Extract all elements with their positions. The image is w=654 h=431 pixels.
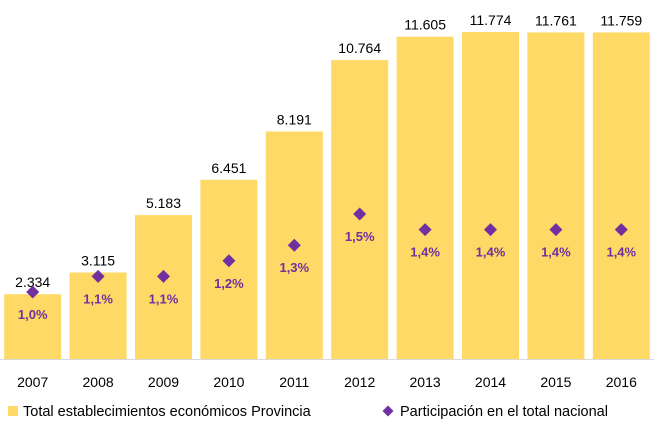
participation-marker-2012 xyxy=(353,207,367,221)
x-tick-2010: 2010 xyxy=(213,374,244,390)
x-tick-2015: 2015 xyxy=(540,374,571,390)
x-tick-2008: 2008 xyxy=(83,374,114,390)
bar-value-label-2016: 11.759 xyxy=(600,12,642,28)
x-tick-2007: 2007 xyxy=(17,374,48,390)
participation-label-2009: 1,1% xyxy=(149,291,179,306)
bar-2007 xyxy=(4,294,62,359)
participation-marker-2008 xyxy=(91,269,105,283)
x-tick-2009: 2009 xyxy=(148,374,179,390)
bar-2016 xyxy=(592,32,650,360)
participation-marker-2013 xyxy=(418,223,432,237)
bar-2009 xyxy=(135,215,192,359)
participation-marker-2007 xyxy=(26,285,40,299)
bar-2015 xyxy=(527,32,585,360)
bar-value-label-2013: 11.605 xyxy=(404,17,446,33)
x-tick-2013: 2013 xyxy=(410,374,441,390)
bar-2014 xyxy=(462,32,519,359)
bar-2013 xyxy=(396,36,454,359)
bar-value-label-2014: 11.774 xyxy=(470,12,512,28)
participation-marker-2009 xyxy=(157,269,170,283)
legend: Total establecimientos económicos Provin… xyxy=(8,404,608,420)
x-tick-2016: 2016 xyxy=(606,374,637,390)
legend-swatch-participacion xyxy=(382,405,394,417)
legend-label-establecimientos: Total establecimientos económicos Provin… xyxy=(23,404,312,420)
participation-label-2010: 1,2% xyxy=(214,276,244,291)
participation-marker-2011 xyxy=(287,238,301,252)
participation-label-2012: 1,5% xyxy=(345,229,375,244)
participation-label-2016: 1,4% xyxy=(606,245,636,260)
bar-value-label-2007: 2.334 xyxy=(15,274,50,290)
x-tick-2012: 2012 xyxy=(344,374,375,390)
participation-marker-2014 xyxy=(484,223,497,237)
bar-value-label-2015: 11.761 xyxy=(535,12,577,28)
bar-value-label-2009: 5.183 xyxy=(146,195,181,211)
bar-value-label-2008: 3.115 xyxy=(81,253,115,269)
participation-marker-2016 xyxy=(614,223,628,237)
x-tick-2011: 2011 xyxy=(279,374,309,390)
legend-label-participacion: Participación en el total nacional xyxy=(400,404,608,420)
participation-label-2011: 1,3% xyxy=(279,260,309,275)
bar-value-label-2011: 8.191 xyxy=(277,112,312,128)
participation-marker-2010 xyxy=(222,254,236,268)
bar-value-label-2010: 6.451 xyxy=(211,160,246,176)
participation-label-2015: 1,4% xyxy=(541,245,571,260)
x-tick-labels: 2007 2008 2009 2010 2011 2012 2013 2014 2015 2016 xyxy=(17,374,637,390)
bars-layer: 2.334 3.115 5.183 6.451 8.191 10.764 11.605 11.… xyxy=(4,12,650,360)
participation-label-2008: 1,1% xyxy=(83,291,113,306)
participation-label-2014: 1,4% xyxy=(476,245,506,260)
bar-value-label-2012: 10.764 xyxy=(338,40,381,56)
bar-2008 xyxy=(69,272,127,359)
participation-label-2013: 1,4% xyxy=(410,245,440,260)
bar-2010 xyxy=(200,179,258,359)
participation-markers: 1,0% 1,1% 1,1% 1,2% 1,3% 1,5% 1,4% 1,4% 1,4% 1,4% xyxy=(18,207,637,322)
legend-swatch-establecimientos xyxy=(8,406,18,416)
participation-marker-2015 xyxy=(549,223,563,237)
participation-label-2007: 1,0% xyxy=(18,307,48,322)
x-tick-2014: 2014 xyxy=(475,374,506,390)
